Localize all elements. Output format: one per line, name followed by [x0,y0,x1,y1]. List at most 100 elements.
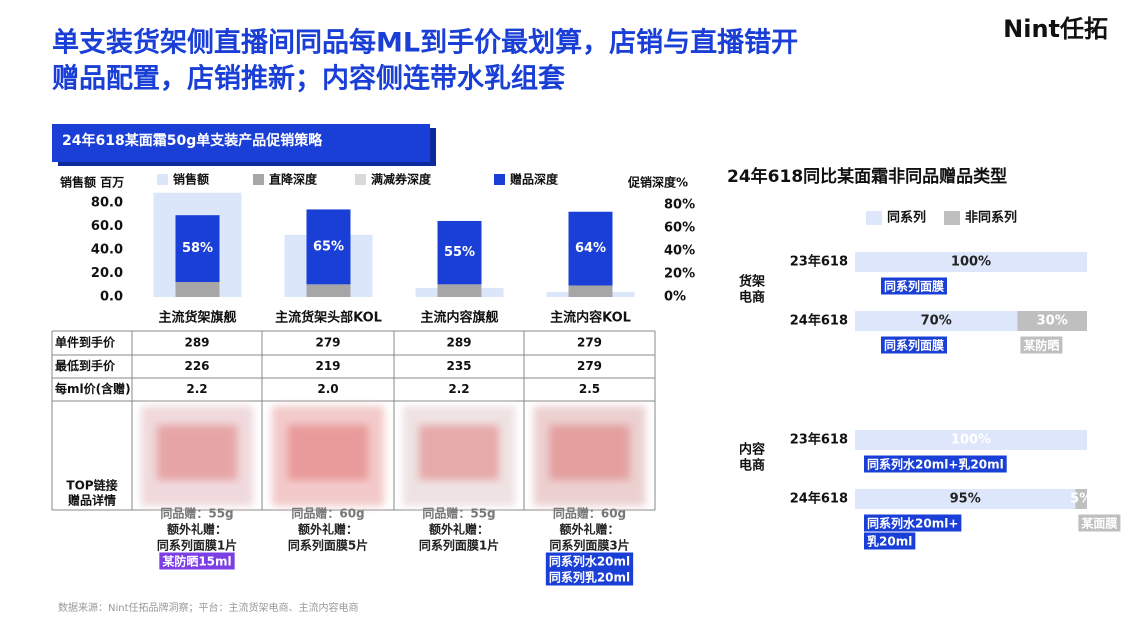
label-box [881,336,948,354]
gift-line: 同系列面膜5片 [288,538,368,553]
bar-segment [1075,489,1087,509]
annotation: 同系列水20ml+ [867,516,958,531]
legend-swatch [157,174,168,185]
group-label: 货架 [739,274,765,290]
gift-line: 同系列面膜1片 [419,538,499,553]
data-label: 5% [1070,492,1092,507]
row-header: 赠品详情 [68,493,116,508]
row-header: 最低到手价 [55,358,116,373]
bar-segment [175,215,220,283]
chart-title: 24年618同比某面霜非同品赠品类型 [727,166,1007,187]
legend-swatch [494,174,505,185]
title-line: 赠品配置，店销推新；内容侧连带水乳组套 [52,63,565,95]
gift-line: 同系列面膜1片 [157,538,237,553]
bar-segment [855,489,1076,509]
gift-highlight: 同系列水20ml [549,554,630,569]
x-tick-label: 主流货架头部KOL [275,310,382,326]
product-image-detail [288,425,368,480]
bar-segment [1017,311,1087,331]
gift-line: 同品赠：55g [422,506,495,521]
y2-tick-label: 80% [664,197,695,212]
data-label: 100% [951,433,991,448]
group-label: 电商 [739,458,765,474]
data-label: 30% [1037,314,1068,329]
table-cell: 2.5 [579,382,600,396]
legend-label: 满减券深度 [371,172,432,187]
gift-line: 同品赠：60g [553,506,626,521]
table-cell: 2.0 [317,382,338,396]
table-cell: 226 [184,359,209,373]
row-header: TOP链接 [66,478,117,493]
data-label: 95% [950,492,981,507]
label-box [545,568,634,586]
y-tick-label: 23年618 [790,254,848,270]
source: 数据来源：Nint任拓品牌洞察；平台：主流货架电商、主流内容电商 [58,601,359,614]
y-tick-label: 0.0 [100,290,123,305]
legend-swatch [253,174,264,185]
label-box [864,532,916,550]
gift-line: 同品赠：60g [291,506,364,521]
bar-segment [855,252,1087,272]
y-tick-label: 24年618 [790,313,848,329]
data-label: 70% [921,314,952,329]
y2-axis-title: 促销深度% [627,175,688,190]
table-cell: 2.2 [186,382,207,396]
table-cell: 289 [446,336,471,350]
data-label: 65% [313,239,344,254]
gift-highlight: 同系列乳20ml [549,570,630,585]
gift-line: 额外礼赠： [298,522,358,537]
legend-label: 同系列 [887,210,926,226]
table-cell: 2.2 [448,382,469,396]
bar-segment [437,284,482,297]
label-box [864,455,1007,473]
annotation: 乳20ml [867,534,912,549]
legend-label: 赠品深度 [510,172,559,187]
table-cell: 219 [315,359,340,373]
title-line: 单支装货架侧直播间同品每ML到手价最划算，店销与直播错开 [52,27,798,59]
table-cell: 235 [446,359,471,373]
y-axis-title: 销售额 百万 [60,175,124,190]
group-label: 内容 [739,442,765,458]
data-label: 64% [575,241,606,256]
gift-highlight: 某防晒15ml [162,554,231,569]
annotation: 同系列面膜 [884,279,944,294]
y-tick-label: 60.0 [91,219,123,234]
annotation: 同系列面膜 [884,338,944,353]
legend-swatch [355,174,366,185]
label-box [1078,514,1121,532]
y2-tick-label: 20% [664,266,695,281]
table-cell: 279 [577,359,602,373]
label-box [159,552,235,570]
data-label: 100% [951,255,991,270]
gift-line: 同品赠：55g [160,506,233,521]
legend-label: 直降深度 [269,172,318,187]
logo: Nint任拓 [1003,15,1108,43]
bar-segment [306,209,351,285]
annotation: 同系列水20ml+乳20ml [867,457,1004,472]
gift-line: 额外礼赠： [429,522,489,537]
gift-line: 额外礼赠： [559,522,619,537]
bar-segment [568,211,613,286]
legend-label: 非同系列 [965,210,1017,226]
group-label: 电商 [739,290,765,306]
x-tick-label: 主流货架旗舰 [158,310,236,326]
row-header: 每ml价(含赠) [55,381,131,396]
subtitle-box [52,124,430,162]
subtitle: 24年618某面霜50g单支装产品促销策略 [62,132,323,149]
label-box [881,277,948,295]
product-image-detail [157,425,237,480]
bar-segment [855,430,1087,450]
y2-tick-label: 60% [664,220,695,235]
bar-segment [437,220,482,285]
table-cell: 279 [315,336,340,350]
y2-tick-label: 40% [664,243,695,258]
table-cell: 289 [184,336,209,350]
x-tick-label: 主流内容KOL [550,310,631,326]
x-tick-label: 主流内容旗舰 [420,310,498,326]
data-label: 55% [444,245,475,260]
y-tick-label: 24年618 [790,491,848,507]
table-cell: 279 [577,336,602,350]
gift-line: 额外礼赠： [167,522,227,537]
product-image-detail [549,425,630,480]
